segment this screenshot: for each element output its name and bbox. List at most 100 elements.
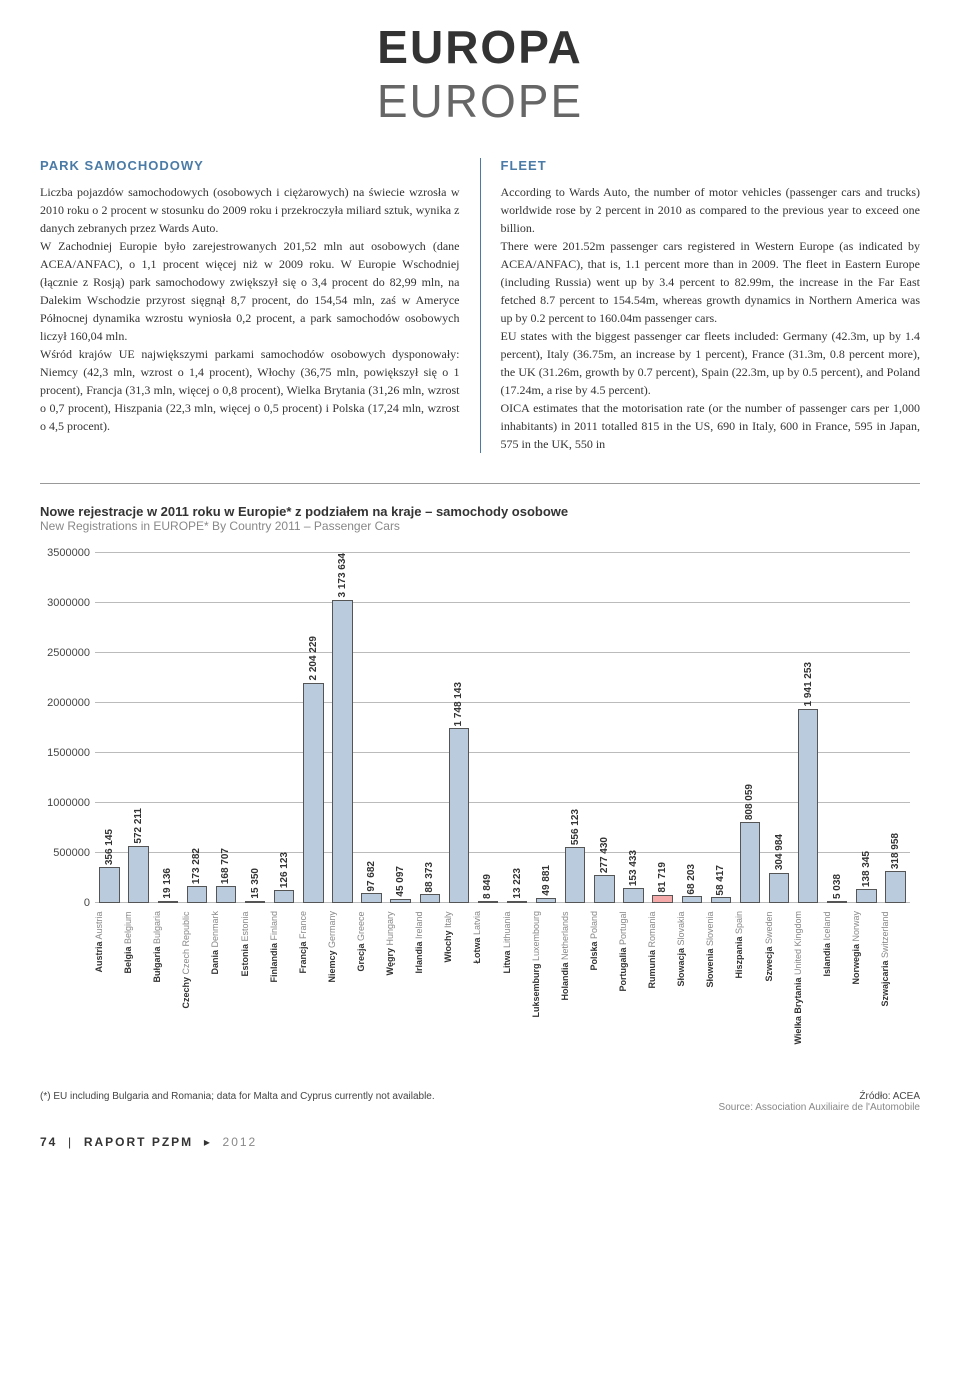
y-tick-label: 0 — [40, 897, 90, 909]
bar-slot: 45 097 — [386, 553, 415, 903]
bar-slot: 138 345 — [852, 553, 881, 903]
bar — [332, 600, 352, 904]
bar — [274, 890, 294, 903]
bar-value-label: 808 059 — [744, 784, 755, 820]
bar-slot: 277 430 — [590, 553, 619, 903]
x-category-label: Łotwa Latvia — [473, 911, 502, 1049]
main-title: EUROPA EUROPE — [40, 20, 920, 128]
bar-slot: 88 373 — [415, 553, 444, 903]
title-pl: EUROPA — [40, 20, 920, 74]
page-number: 74 — [40, 1135, 57, 1149]
bar-value-label: 68 203 — [686, 864, 697, 895]
x-category-label: Niemcy Germany — [328, 911, 357, 1049]
bar-value-label: 81 719 — [657, 862, 668, 893]
bar — [623, 888, 643, 903]
x-category-label: Węgry Hungary — [386, 911, 415, 1049]
bar-value-label: 2 204 229 — [308, 636, 319, 681]
x-category-label: Wielka Brytania United Kingdom — [794, 911, 823, 1049]
bar-value-label: 19 136 — [162, 868, 173, 899]
x-category-label: Słowacja Slovakia — [677, 911, 706, 1049]
right-column: FLEET According to Wards Auto, the numbe… — [501, 158, 921, 453]
bar — [158, 901, 178, 903]
bar-value-label: 1 748 143 — [453, 682, 464, 727]
bar-value-label: 1 941 253 — [803, 662, 814, 707]
bar — [798, 709, 818, 903]
x-category-label: Finlandia Finland — [270, 911, 299, 1049]
bar-value-label: 138 345 — [861, 851, 872, 887]
bar — [565, 847, 585, 903]
bar — [245, 901, 265, 903]
x-category-label: Norwegia Norway — [852, 911, 881, 1049]
bar-slot: 126 123 — [270, 553, 299, 903]
bar-value-label: 58 417 — [715, 865, 726, 896]
bar-value-label: 318 958 — [890, 833, 901, 869]
bar — [128, 846, 148, 903]
bar-value-label: 15 350 — [250, 868, 261, 899]
bar-slot: 15 350 — [241, 553, 270, 903]
bar — [856, 889, 876, 903]
bar-value-label: 5 038 — [832, 874, 843, 899]
bar — [769, 873, 789, 903]
x-category-label: Słowenia Slovenia — [706, 911, 735, 1049]
bar — [885, 871, 905, 903]
bar-slot: 318 958 — [881, 553, 910, 903]
x-category-label: Luksemburg Luxembourg — [532, 911, 561, 1049]
bar-slot: 304 984 — [765, 553, 794, 903]
bar-value-label: 153 433 — [628, 850, 639, 886]
y-tick-label: 3000000 — [40, 597, 90, 609]
footnote-right: Źródło: ACEA Source: Association Auxilia… — [719, 1091, 920, 1113]
x-category-label: Austria Austria — [95, 911, 124, 1049]
bar-value-label: 173 282 — [191, 848, 202, 884]
y-tick-label: 3500000 — [40, 547, 90, 559]
x-category-label: Szwajcaria Switzerland — [881, 911, 910, 1049]
left-heading: PARK SAMOCHODOWY — [40, 158, 460, 173]
column-divider — [480, 158, 481, 453]
bar — [594, 875, 614, 903]
bar-value-label: 126 123 — [279, 852, 290, 888]
x-category-label: Grecja Greece — [357, 911, 386, 1049]
x-category-label: Islandia Iceland — [823, 911, 852, 1049]
chart-footnote: (*) EU including Bulgaria and Romania; d… — [40, 1091, 920, 1113]
bar-slot: 572 211 — [124, 553, 153, 903]
chart-title-pl: Nowe rejestracje w 2011 roku w Europie* … — [40, 504, 920, 519]
bar — [390, 899, 410, 904]
bar-value-label: 556 123 — [570, 809, 581, 845]
bar-value-label: 3 173 634 — [337, 553, 348, 598]
bar-slot: 556 123 — [561, 553, 590, 903]
bar-slot: 2 204 229 — [299, 553, 328, 903]
bar-slot: 153 433 — [619, 553, 648, 903]
bar-slot: 356 145 — [95, 553, 124, 903]
x-category-label: Szwecja Sweden — [765, 911, 794, 1049]
bar-value-label: 304 984 — [774, 834, 785, 870]
bar-value-label: 88 373 — [424, 862, 435, 893]
bar-slot: 81 719 — [648, 553, 677, 903]
report-name: RAPORT PZPM — [84, 1135, 193, 1149]
bar — [682, 896, 702, 903]
x-category-label: Bułgaria Bulgaria — [153, 911, 182, 1049]
title-en: EUROPE — [40, 74, 920, 128]
x-category-label: Holandia Netherlands — [561, 911, 590, 1049]
x-category-label: Włochy Italy — [444, 911, 473, 1049]
chart-title-en: New Registrations in EUROPE* By Country … — [40, 519, 920, 533]
bar — [652, 895, 672, 903]
bar-slot: 808 059 — [735, 553, 764, 903]
x-category-label: Hiszpania Spain — [735, 911, 764, 1049]
y-tick-label: 2500000 — [40, 647, 90, 659]
y-tick-label: 1500000 — [40, 747, 90, 759]
bar-value-label: 572 211 — [133, 808, 144, 844]
x-category-label: Rumunia Romania — [648, 911, 677, 1049]
bar-slot: 168 707 — [211, 553, 240, 903]
bar — [361, 893, 381, 903]
bar-slot: 1 941 253 — [794, 553, 823, 903]
bar-slot: 3 173 634 — [328, 553, 357, 903]
x-category-label: Francja France — [299, 911, 328, 1049]
bar-slot: 97 682 — [357, 553, 386, 903]
x-category-label: Czechy Czech Republic — [182, 911, 211, 1049]
x-category-label: Polska Poland — [590, 911, 619, 1049]
bar-value-label: 49 881 — [541, 865, 552, 896]
bar — [303, 683, 323, 903]
page-footer: 74 | RAPORT PZPM ▸ 2012 — [40, 1135, 920, 1149]
bar-value-label: 8 849 — [482, 874, 493, 899]
bar — [420, 894, 440, 903]
bar-value-label: 97 682 — [366, 861, 377, 892]
